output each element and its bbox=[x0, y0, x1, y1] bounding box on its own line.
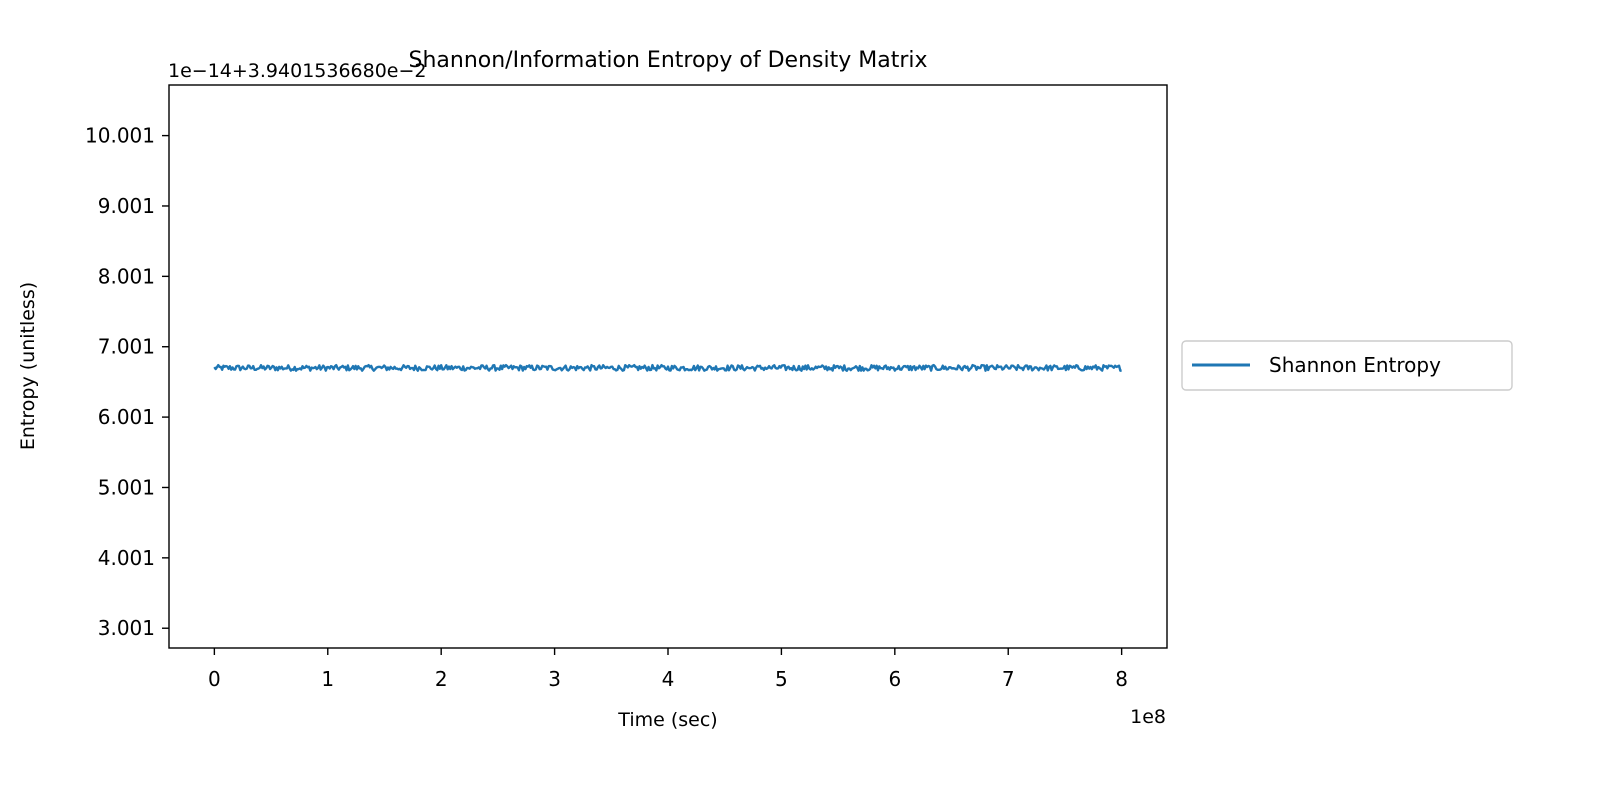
y-tick-label: 8.001 bbox=[98, 264, 155, 288]
x-axis-label: Time (sec) bbox=[617, 709, 717, 731]
x-tick-label: 3 bbox=[548, 667, 561, 691]
plot-area-frame bbox=[168, 84, 1168, 649]
x-tick-label: 4 bbox=[662, 667, 675, 691]
x-tick-label: 1 bbox=[321, 667, 334, 691]
x-tick-label: 2 bbox=[435, 667, 448, 691]
y-tick-label: 7.001 bbox=[98, 335, 155, 359]
x-tick-label: 0 bbox=[208, 667, 221, 691]
legend-box bbox=[1181, 340, 1513, 391]
x-offset-label: 1e8 bbox=[1130, 706, 1166, 728]
y-tick-label: 6.001 bbox=[98, 405, 155, 429]
y-tick-label: 10.001 bbox=[85, 124, 155, 148]
x-tick-label: 7 bbox=[1002, 667, 1015, 691]
legend: Shannon Entropy bbox=[1181, 340, 1513, 391]
axis-ticks: 0 1 2 3 4 5 6 7 8 3.001 4.001 5.001 6.001 7.001 8.001 9… bbox=[85, 124, 1128, 691]
y-tick-label: 4.001 bbox=[98, 546, 155, 570]
series-group bbox=[213, 363, 1122, 372]
y-tick-label: 3.001 bbox=[98, 616, 155, 640]
y-offset-label: 1e−14+3.9401536680e−2 bbox=[168, 60, 427, 82]
x-tick-label: 5 bbox=[775, 667, 788, 691]
legend-label-shannon-entropy: Shannon Entropy bbox=[1269, 353, 1441, 377]
chart-title: Shannon/Information Entropy of Density M… bbox=[409, 48, 928, 73]
series-line-shannon-entropy bbox=[213, 363, 1122, 372]
y-tick-label: 5.001 bbox=[98, 475, 155, 499]
y-tick-label: 9.001 bbox=[98, 194, 155, 218]
x-tick-label: 8 bbox=[1115, 667, 1128, 691]
x-tick-label: 6 bbox=[888, 667, 901, 691]
y-axis-label: Entropy (unitless) bbox=[17, 282, 39, 450]
